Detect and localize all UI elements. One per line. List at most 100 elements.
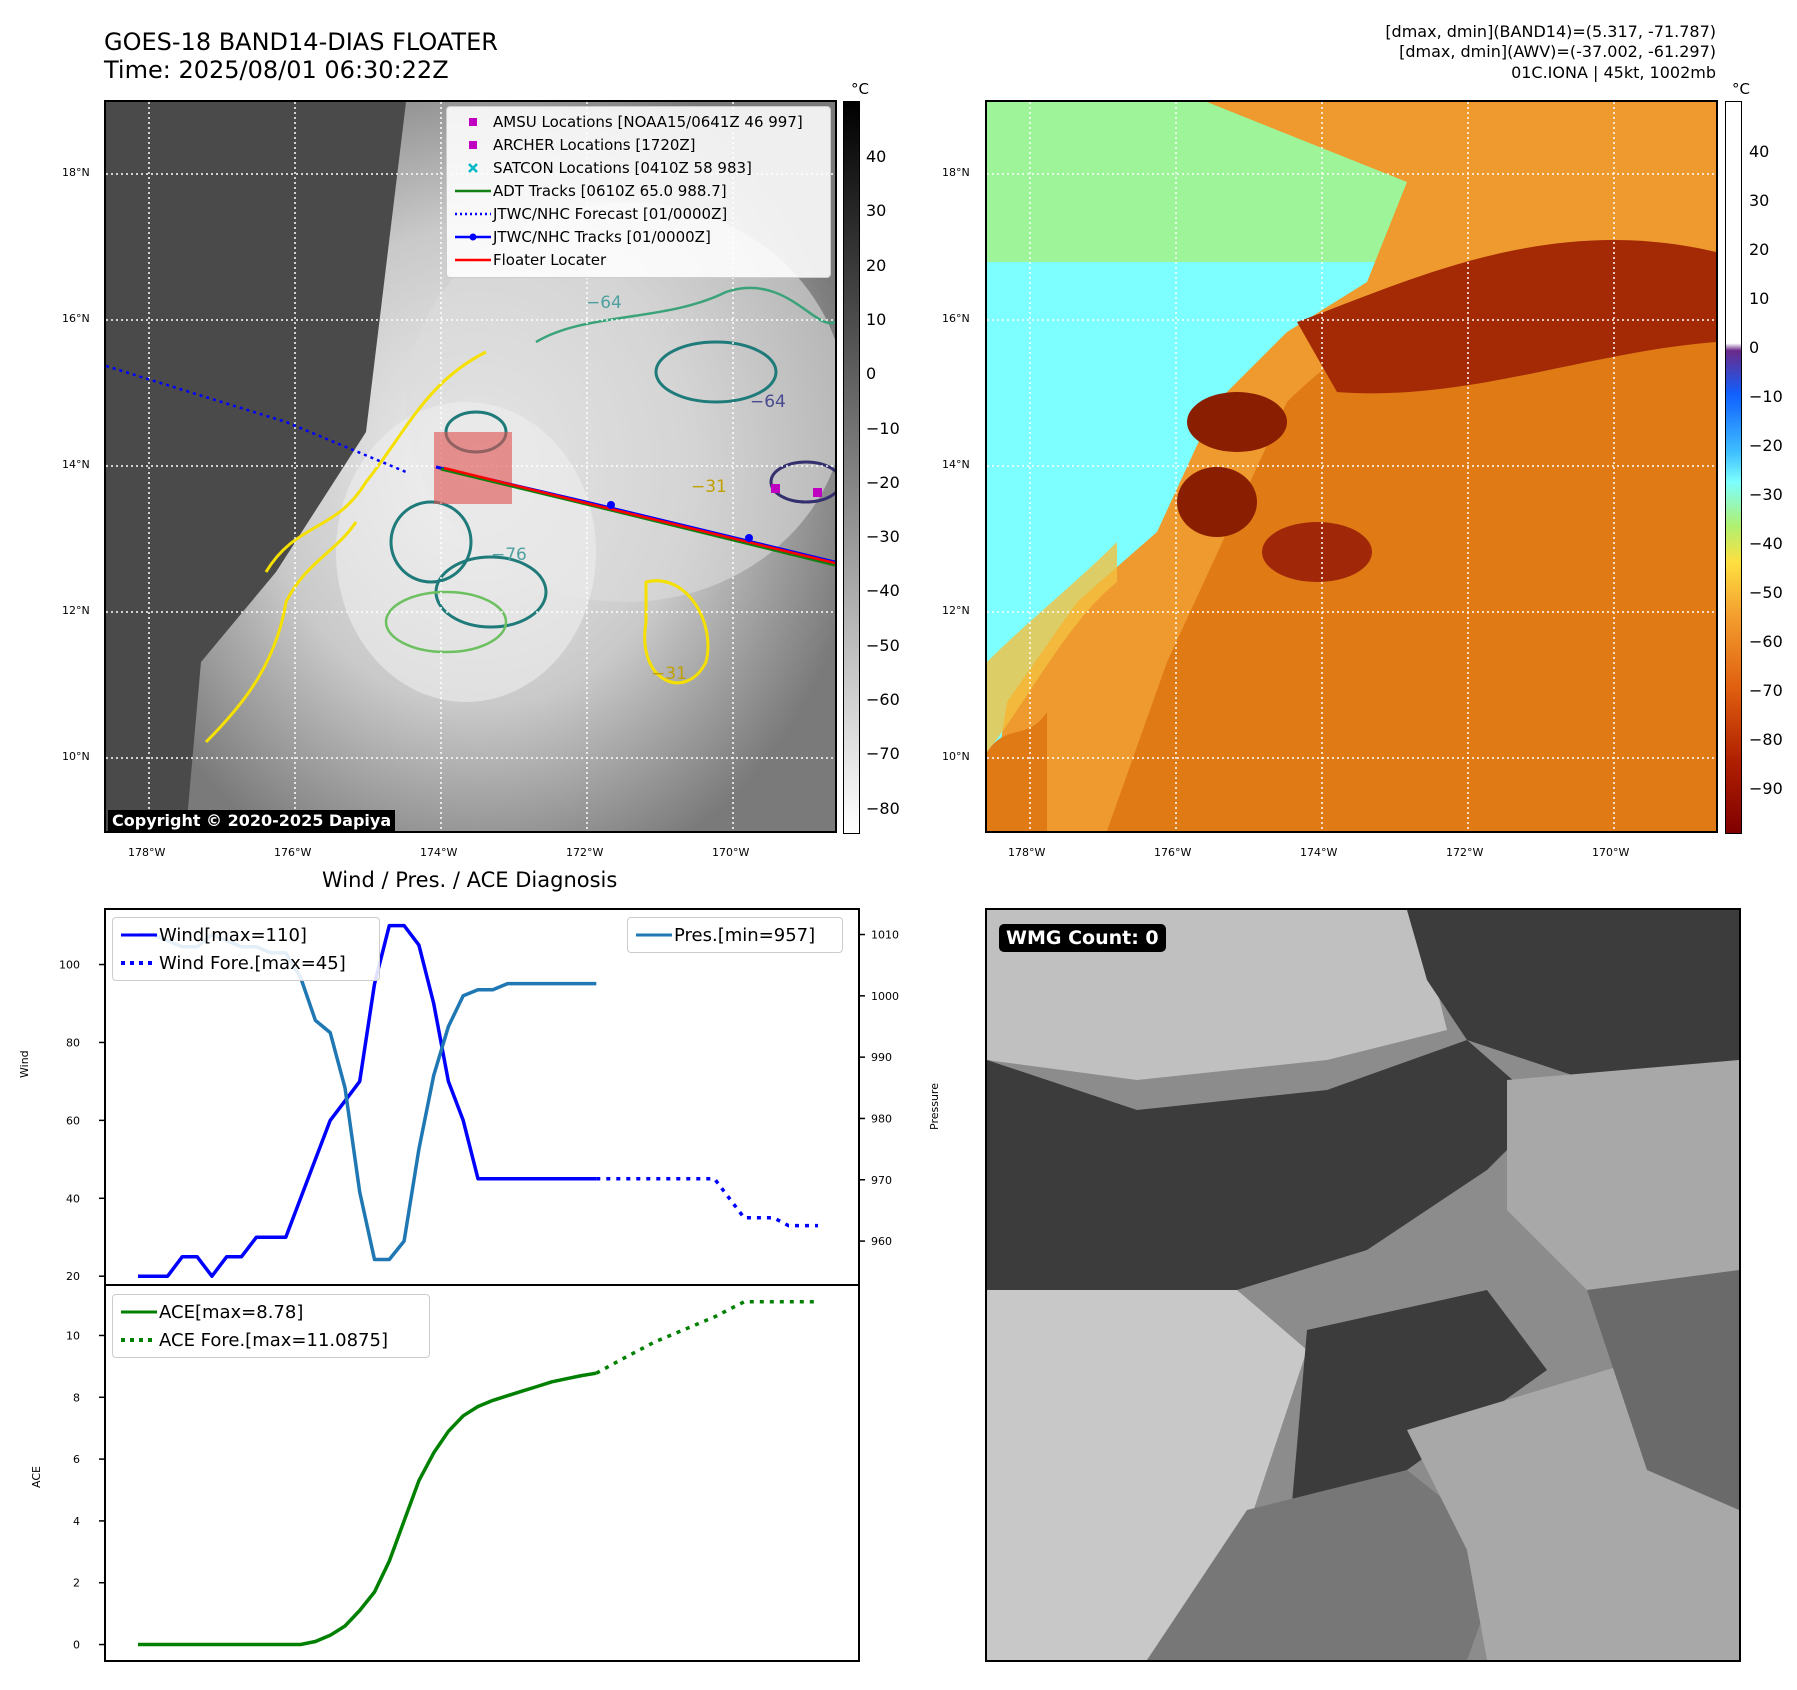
lon-label: 176°W xyxy=(274,846,312,859)
awv-colorbar-tick-label: −30 xyxy=(1749,485,1783,504)
awv-colorbar-tick-label: −50 xyxy=(1749,583,1783,602)
pressure-axis-label: Pressure xyxy=(928,1083,941,1130)
pressure-y-tick-label: 1000 xyxy=(871,990,899,1003)
contour-label: −64 xyxy=(586,293,622,313)
legend-label: SATCON Locations [0410Z 58 983] xyxy=(493,158,752,177)
wind-y-tick-label: 100 xyxy=(59,959,80,972)
contour-label: −31 xyxy=(651,664,687,684)
line-icon xyxy=(634,930,674,940)
line-dot-icon xyxy=(453,232,493,242)
lon-label: 174°W xyxy=(420,846,458,859)
legend-entry-archer: ARCHER Locations [1720Z] xyxy=(453,133,824,156)
wind-y-tick-label: 20 xyxy=(66,1270,80,1283)
pressure-y-tick-label: 990 xyxy=(871,1051,892,1064)
pressure-y-tick-label: 960 xyxy=(871,1235,892,1248)
legend-entry-ace-forecast: ACE Fore.[max=11.0875] xyxy=(119,1326,423,1354)
ace-y-tick-label: 6 xyxy=(73,1453,80,1466)
line-icon xyxy=(453,186,493,196)
legend-entry-forecast: JTWC/NHC Forecast [01/0000Z] xyxy=(453,202,824,225)
square-icon xyxy=(453,116,493,128)
wind-y-tick-label: 40 xyxy=(66,1192,80,1205)
info-band14: [dmax, dmin](BAND14)=(5.317, -71.787) xyxy=(1385,22,1716,41)
ir-colorbar-tick-label: 10 xyxy=(866,309,887,329)
ir-colorbar-tick-label: 30 xyxy=(866,201,887,221)
legend-entry-satcon: SATCON Locations [0410Z 58 983] xyxy=(453,156,824,179)
awv-colorbar-tick-label: 10 xyxy=(1749,289,1770,308)
line-icon xyxy=(453,255,493,265)
ir-colorbar-tick-label: 20 xyxy=(866,255,887,275)
dotted-line-icon xyxy=(119,1335,159,1345)
ace-y-tick-label: 10 xyxy=(66,1329,80,1342)
ir-colorbar-tick-label: −40 xyxy=(866,581,900,601)
info-awv: [dmax, dmin](AWV)=(-37.002, -61.297) xyxy=(1399,42,1716,61)
figure-title: GOES-18 BAND14-DIAS FLOATER xyxy=(104,28,498,56)
copyright-badge: Copyright © 2020-2025 Dapiya xyxy=(108,810,396,831)
lon-label: 170°W xyxy=(712,846,750,859)
ir-colorbar-tick-label: −20 xyxy=(866,472,900,492)
chart-title: Wind / Pres. / ACE Diagnosis xyxy=(322,868,618,892)
awv-colorbar-tick-label: 20 xyxy=(1749,240,1770,259)
legend-label: ARCHER Locations [1720Z] xyxy=(493,135,696,154)
legend-entry-wind: Wind[max=110] xyxy=(119,921,373,949)
lat-label: 12°N xyxy=(942,604,970,617)
lon-label: 174°W xyxy=(1300,846,1338,859)
pressure-y-tick-label: 980 xyxy=(871,1112,892,1125)
pressure-y-tick-label: 1010 xyxy=(871,929,899,942)
legend-entry-tracks: JTWC/NHC Tracks [01/0000Z] xyxy=(453,225,824,248)
pressure-y-tick-label: 970 xyxy=(871,1174,892,1187)
contour-label: −76 xyxy=(491,545,527,565)
ace-y-tick-label: 0 xyxy=(73,1639,80,1652)
ace-chart-frame xyxy=(104,1284,860,1662)
lon-label: 178°W xyxy=(1008,846,1046,859)
legend-entry-amsu: AMSU Locations [NOAA15/0641Z 46 997] xyxy=(453,110,824,133)
legend-label: Wind[max=110] xyxy=(159,924,307,946)
lon-label: 176°W xyxy=(1154,846,1192,859)
pressure-legend: Pres.[min=957] xyxy=(627,917,843,953)
ace-y-tick-label: 8 xyxy=(73,1391,80,1404)
awv-gridlines xyxy=(987,102,1716,831)
awv-colorbar-tick-label: 0 xyxy=(1749,338,1760,357)
legend-entry-floater: Floater Locater xyxy=(453,248,824,271)
awv-colorbar-tick-label: −90 xyxy=(1749,779,1783,798)
awv-panel xyxy=(985,100,1718,833)
ir-colorbar-tick-label: −80 xyxy=(866,798,900,818)
awv-colorbar xyxy=(1725,101,1742,834)
archer-marker xyxy=(813,488,822,497)
contour-label: −31 xyxy=(691,477,727,497)
lat-label: 12°N xyxy=(62,604,90,617)
wind-legend: Wind[max=110] Wind Fore.[max=45] xyxy=(112,917,380,981)
legend-label: AMSU Locations [NOAA15/0641Z 46 997] xyxy=(493,112,803,131)
awv-colorbar-unit: °C xyxy=(1732,80,1750,98)
series-line-0 xyxy=(138,923,597,1278)
legend-entry-pressure: Pres.[min=957] xyxy=(634,921,836,949)
amsu-marker xyxy=(771,484,780,493)
awv-colorbar-tick-label: −60 xyxy=(1749,632,1783,651)
wmg-image xyxy=(987,910,1739,1660)
lat-label: 14°N xyxy=(942,458,970,471)
ir-colorbar-tick-label: −60 xyxy=(866,690,900,709)
ace-series-line-1 xyxy=(595,1300,818,1375)
ace-axis-label: ACE xyxy=(30,1466,43,1488)
line-icon xyxy=(119,1307,159,1317)
legend-label: ADT Tracks [0610Z 65.0 988.7] xyxy=(493,181,727,200)
legend-label: Pres.[min=957] xyxy=(674,924,816,946)
lat-label: 10°N xyxy=(62,750,90,763)
lon-label: 172°W xyxy=(1446,846,1484,859)
ir-legend: AMSU Locations [NOAA15/0641Z 46 997] ARC… xyxy=(446,106,831,278)
lon-label: 178°W xyxy=(128,846,166,859)
lat-label: 14°N xyxy=(62,458,90,471)
info-storm: 01C.IONA | 45kt, 1002mb xyxy=(1511,63,1716,82)
figure-time: Time: 2025/08/01 06:30:22Z xyxy=(104,56,449,84)
ir-colorbar-tick-label: −70 xyxy=(866,744,900,764)
awv-colorbar-tick-label: −80 xyxy=(1749,730,1783,749)
lat-label: 18°N xyxy=(942,166,970,179)
dotted-line-icon xyxy=(119,958,159,968)
legend-label: Floater Locater xyxy=(493,250,607,269)
ace-y-tick-label: 2 xyxy=(73,1577,80,1590)
awv-colorbar-tick-label: −70 xyxy=(1749,681,1783,700)
lon-label: 172°W xyxy=(566,846,604,859)
wmg-count-badge: WMG Count: 0 xyxy=(999,924,1166,952)
contour-label: −64 xyxy=(750,392,786,412)
series-line-1 xyxy=(596,1177,818,1228)
